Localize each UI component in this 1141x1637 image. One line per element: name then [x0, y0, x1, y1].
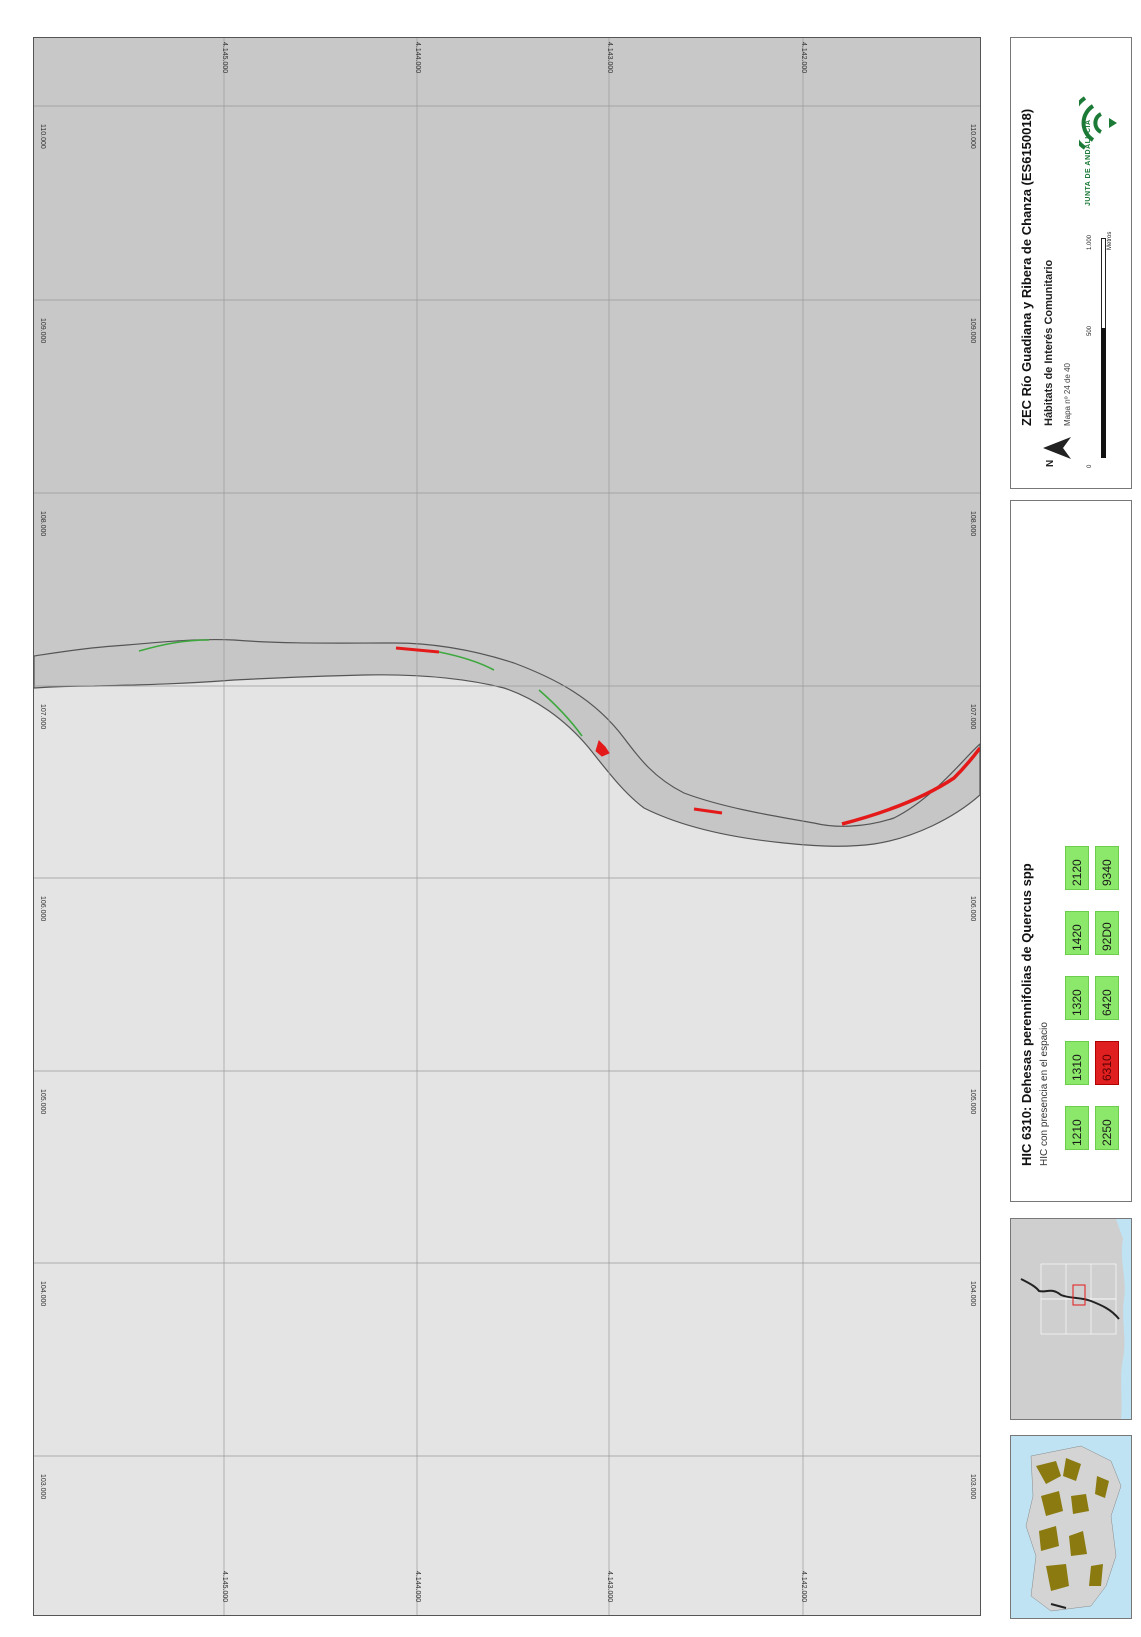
logo-text: JUNTA DE ANDALUCIA	[1085, 119, 1092, 206]
legend-title: HIC 6310: Dehesas perennifolias de Querc…	[1019, 863, 1034, 1166]
hic-code-1210: 1210	[1065, 1106, 1089, 1150]
hic-code-label: 1320	[1070, 989, 1084, 1016]
hic-code-label: 2250	[1100, 1119, 1114, 1146]
logo-subtext	[1105, 205, 1110, 206]
map-title: ZEC Río Guadiana y Ribera de Chanza (ES6…	[1019, 108, 1034, 426]
northing-tick-left: 103.000	[39, 1474, 46, 1500]
hic-code-1420: 1420	[1065, 911, 1089, 955]
hic-code-1320: 1320	[1065, 976, 1089, 1020]
habitat-6310-segment	[395, 646, 440, 654]
scale-label-500: 500	[1087, 325, 1093, 336]
northing-tick-left: 105.000	[39, 1089, 46, 1115]
hic-code-label: 2120	[1070, 859, 1084, 886]
northing-tick-right: 108.000	[969, 511, 976, 537]
easting-tick-bottom: 4.143.000	[606, 1571, 613, 1603]
legend-subtitle: HIC con presencia en el espacio	[1039, 1022, 1050, 1166]
easting-tick-top: 4.145.000	[221, 42, 228, 74]
locator-detail-map	[1010, 1218, 1132, 1420]
hic-code-label: 1310	[1070, 1054, 1084, 1081]
hic-code-92D0: 92D0	[1095, 911, 1119, 955]
northing-tick-right: 104.000	[969, 1281, 976, 1307]
hic-code-2120: 2120	[1065, 846, 1089, 890]
hic-code-1310: 1310	[1065, 1041, 1089, 1085]
north-arrow: N	[1041, 433, 1081, 469]
northing-tick-left: 104.000	[39, 1281, 46, 1307]
northing-tick-left: 110.000	[39, 124, 46, 149]
northing-tick-right: 107.000	[969, 704, 976, 730]
scale-unit: Metros	[1107, 231, 1113, 250]
land-north	[34, 38, 980, 827]
northing-tick-left: 108.000	[39, 511, 46, 537]
hic-code-label: 6420	[1100, 989, 1114, 1016]
easting-tick-top: 4.143.000	[606, 42, 613, 74]
locator-detail-icon	[1011, 1219, 1131, 1419]
northing-tick-right: 105.000	[969, 1089, 976, 1115]
habitat-present-segment	[138, 639, 210, 652]
northing-tick-left: 107.000	[39, 704, 46, 730]
easting-tick-top: 4.144.000	[414, 42, 421, 74]
northing-tick-right: 103.000	[969, 1474, 976, 1500]
main-map[interactable]: 4.145.000 4.145.000 4.144.000 4.144.000 4.14…	[33, 37, 981, 1616]
river-channel	[34, 638, 980, 847]
habitat-present-segment	[538, 689, 583, 737]
easting-tick-top: 4.142.000	[800, 42, 807, 74]
coordinate-grid	[34, 38, 980, 1615]
hic-code-label: 92D0	[1100, 922, 1114, 951]
scale-bar: 0 500 1.000 Metros	[1087, 232, 1123, 478]
easting-tick-bottom: 4.145.000	[221, 1571, 228, 1603]
northing-tick-left: 109.000	[39, 318, 46, 344]
hic-code-label: 1210	[1070, 1119, 1084, 1146]
legend-panel: HIC 6310: Dehesas perennifolias de Querc…	[1010, 500, 1132, 1202]
habitat-6310-segment	[841, 746, 980, 826]
hic-code-2250: 2250	[1095, 1106, 1119, 1150]
map-subtitle: Hábitats de Interés Comunitario	[1043, 259, 1055, 426]
scale-label-0: 0	[1087, 464, 1093, 468]
hic-code-label: 6310	[1100, 1054, 1114, 1081]
easting-tick-bottom: 4.144.000	[414, 1571, 421, 1603]
scale-label-1000: 1.000	[1087, 234, 1093, 250]
habitat-6310-segment	[693, 807, 723, 815]
hic-code-label: 9340	[1100, 859, 1114, 886]
northing-tick-left: 106.000	[39, 896, 46, 922]
hic-code-label: 1420	[1070, 924, 1084, 951]
hic-code-9340: 9340	[1095, 846, 1119, 890]
locator-region-map	[1010, 1435, 1132, 1619]
hic-code-6310: 6310	[1095, 1041, 1119, 1085]
hic-code-6420: 6420	[1095, 976, 1119, 1020]
habitat-6310-segment	[595, 740, 610, 757]
map-number: Mapa nº 24 de 40	[1063, 363, 1072, 426]
easting-tick-bottom: 4.142.000	[800, 1571, 807, 1603]
locator-region-icon	[1011, 1436, 1131, 1618]
map-canvas	[34, 38, 980, 1615]
habitat-present-segment	[438, 651, 495, 671]
title-panel: JUNTA DE ANDALUCIA N ZEC Río Guadiana y …	[1010, 37, 1132, 489]
northing-tick-right: 109.000	[969, 318, 976, 344]
northing-tick-right: 106.000	[969, 896, 976, 922]
north-arrow-icon	[1043, 437, 1071, 459]
north-label: N	[1045, 459, 1056, 467]
junta-de-andalucia-logo: JUNTA DE ANDALUCIA	[1069, 88, 1127, 208]
northing-tick-right: 110.000	[969, 124, 976, 149]
habitat-segments	[138, 639, 980, 826]
